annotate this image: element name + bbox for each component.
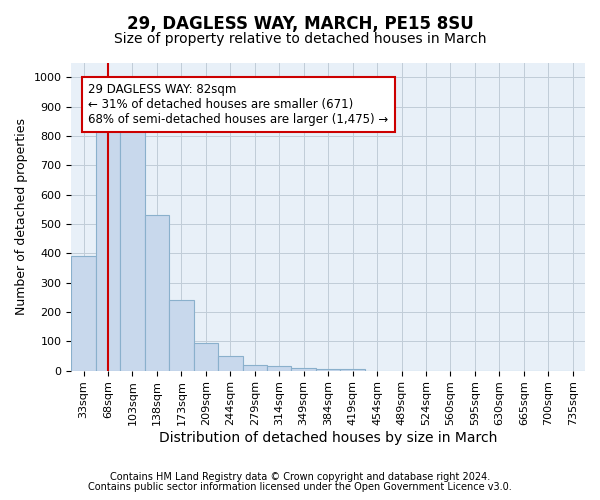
Text: 29, DAGLESS WAY, MARCH, PE15 8SU: 29, DAGLESS WAY, MARCH, PE15 8SU — [127, 15, 473, 33]
Bar — [218, 356, 242, 370]
Bar — [316, 369, 340, 370]
Text: Size of property relative to detached houses in March: Size of property relative to detached ho… — [114, 32, 486, 46]
Bar — [194, 344, 218, 370]
Text: 29 DAGLESS WAY: 82sqm
← 31% of detached houses are smaller (671)
68% of semi-det: 29 DAGLESS WAY: 82sqm ← 31% of detached … — [88, 83, 389, 126]
Bar — [71, 256, 96, 370]
Bar — [267, 366, 292, 370]
Bar — [169, 300, 194, 370]
Text: Contains HM Land Registry data © Crown copyright and database right 2024.: Contains HM Land Registry data © Crown c… — [110, 472, 490, 482]
Bar — [292, 368, 316, 370]
Bar — [242, 364, 267, 370]
Y-axis label: Number of detached properties: Number of detached properties — [15, 118, 28, 315]
Bar — [145, 215, 169, 370]
X-axis label: Distribution of detached houses by size in March: Distribution of detached houses by size … — [159, 431, 497, 445]
Text: Contains public sector information licensed under the Open Government Licence v3: Contains public sector information licen… — [88, 482, 512, 492]
Bar — [120, 127, 145, 370]
Bar — [96, 127, 120, 370]
Bar — [340, 369, 365, 370]
